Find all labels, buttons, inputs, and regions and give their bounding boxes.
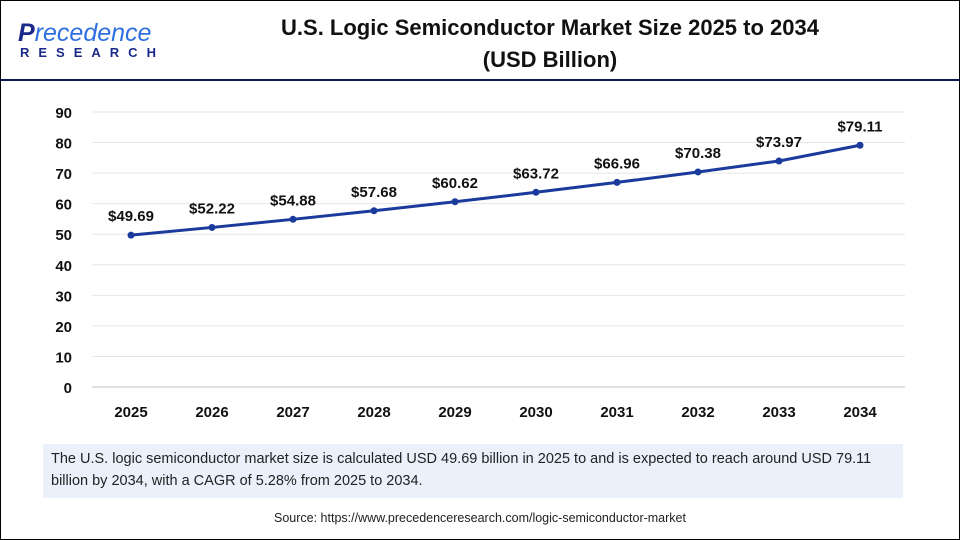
logo-text-a: rece <box>34 19 84 47</box>
data-point <box>532 188 540 196</box>
x-tick-label: 2030 <box>519 404 552 421</box>
data-point <box>613 178 621 186</box>
data-point <box>856 141 864 149</box>
y-tick-label: 30 <box>55 288 72 305</box>
y-tick-label: 10 <box>55 349 72 366</box>
logo-letter: P <box>18 19 35 47</box>
y-tick-label: 0 <box>64 380 72 397</box>
header-divider <box>1 79 959 81</box>
x-tick-label: 2034 <box>843 404 877 421</box>
y-tick-label: 70 <box>55 166 72 183</box>
data-point <box>451 198 459 206</box>
data-label: $57.68 <box>351 184 397 201</box>
chart-title: U.S. Logic Semiconductor Market Size 202… <box>230 12 870 76</box>
y-tick-label: 20 <box>55 319 72 336</box>
x-tick-label: 2033 <box>762 404 795 421</box>
x-tick-label: 2031 <box>600 404 633 421</box>
x-tick-label: 2025 <box>114 404 147 421</box>
y-tick-label: 80 <box>55 136 72 153</box>
data-label: $66.96 <box>594 155 640 172</box>
data-label: $49.69 <box>108 208 154 225</box>
x-tick-label: 2027 <box>276 404 309 421</box>
y-tick-label: 90 <box>55 105 72 122</box>
data-point <box>289 215 297 223</box>
data-point <box>370 207 378 215</box>
x-tick-label: 2028 <box>357 404 390 421</box>
x-tick-label: 2032 <box>681 404 714 421</box>
series-line <box>130 143 861 237</box>
caption: The U.S. logic semiconductor market size… <box>43 444 903 498</box>
y-tick-label: 40 <box>55 258 72 275</box>
data-label: $60.62 <box>432 175 478 192</box>
y-tick-label: 60 <box>55 197 72 214</box>
logo-subtext: RESEARCH <box>20 45 165 60</box>
data-label: $52.22 <box>189 200 235 217</box>
title-line-1: U.S. Logic Semiconductor Market Size 202… <box>281 15 819 40</box>
logo: Precedence RESEARCH <box>18 20 158 60</box>
data-point <box>127 231 135 239</box>
y-tick-label: 50 <box>55 227 72 244</box>
x-tick-label: 2026 <box>195 404 228 421</box>
source-text: Source: https://www.precedenceresearch.c… <box>274 511 686 525</box>
x-tick-label: 2029 <box>438 404 471 421</box>
data-label: $63.72 <box>513 165 559 182</box>
data-point <box>208 223 216 231</box>
data-label: $73.97 <box>756 134 802 151</box>
data-point <box>694 168 702 176</box>
logo-text-b: dence <box>83 19 152 47</box>
data-label: $70.38 <box>675 145 721 162</box>
data-point <box>775 157 783 165</box>
data-label: $79.11 <box>837 118 882 135</box>
title-line-2: (USD Billion) <box>482 47 618 72</box>
data-label: $54.88 <box>270 192 316 209</box>
